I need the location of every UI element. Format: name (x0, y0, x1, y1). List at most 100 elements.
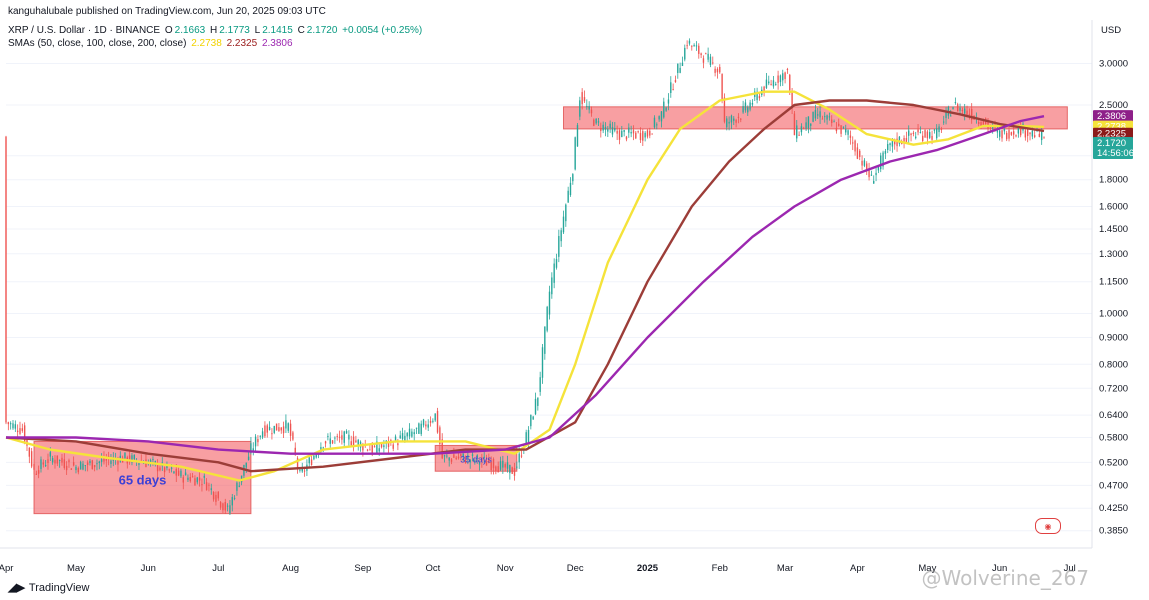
candle-body (674, 80, 677, 83)
candle-body (478, 462, 481, 465)
candle-body (399, 435, 401, 439)
high-label: H (210, 25, 218, 36)
y-tick-label: 1.8000 (1099, 175, 1128, 186)
candle-body (569, 182, 572, 195)
price-badge-label: 2.3806 (1097, 111, 1126, 122)
candle-body (212, 491, 215, 500)
candle-body (1008, 130, 1010, 139)
sma-legend[interactable]: SMAs (50, close, 100, close, 200, close)… (8, 38, 295, 49)
candle-body (702, 58, 705, 63)
candle-body (604, 126, 607, 130)
candle-body (800, 126, 803, 133)
candle-body (103, 457, 105, 462)
candle-body (866, 163, 868, 171)
candle-body (490, 461, 492, 470)
candle-body (651, 133, 653, 135)
candle-body (1001, 130, 1003, 139)
candle-body (868, 168, 870, 178)
candle-body (229, 505, 231, 514)
candle-body (961, 109, 964, 112)
candle-body (688, 40, 691, 44)
candle-body (341, 435, 343, 440)
candle-body (723, 97, 726, 122)
candle-body (784, 72, 786, 79)
time-axis[interactable]: Apr May Jun Jul Aug Sep Oct Nov Dec 2025 Feb Mar Apr… (0, 563, 1076, 574)
candle-body (159, 467, 161, 471)
candle-body (231, 497, 233, 506)
candle-body (217, 491, 219, 499)
candle-body (616, 130, 618, 134)
candle-body (5, 136, 7, 423)
candle-body (637, 131, 639, 133)
candle-body (998, 130, 1001, 137)
candle-body (63, 459, 66, 468)
candle-body (7, 422, 10, 425)
candle-body (406, 432, 408, 437)
candle-body (527, 430, 530, 442)
candle-body (957, 104, 959, 112)
candle-body (548, 291, 551, 315)
candle-body (922, 135, 924, 141)
price-axis[interactable]: 3.00002.50002.00001.80001.60001.45001.30… (1099, 58, 1128, 536)
candle-body (705, 53, 707, 55)
candle-body (714, 68, 716, 73)
candle-body (250, 443, 252, 453)
candle-body (525, 432, 527, 445)
zone-label: 65 days (119, 473, 167, 488)
low-label: L (254, 25, 261, 36)
tradingview-logo-icon: ◢▶ (8, 582, 25, 594)
candle-body (791, 91, 793, 109)
candle-body (835, 127, 838, 132)
candle-body (86, 462, 89, 465)
candle-body (826, 115, 828, 120)
y-tick-label: 0.5200 (1099, 457, 1128, 468)
candle-body (924, 130, 926, 138)
candle-body (77, 468, 80, 473)
price-badge (1093, 127, 1133, 140)
y-tick-label: 0.9000 (1099, 332, 1128, 343)
candle-body (978, 121, 980, 125)
candle-body (336, 436, 338, 438)
candle-body (280, 427, 282, 431)
candle-body (233, 497, 236, 499)
candle-body (14, 424, 17, 429)
candle-body (352, 436, 355, 447)
candle-body (553, 263, 555, 283)
x-tick-label: Feb (712, 563, 728, 574)
candle-body (751, 103, 754, 105)
candle-body (44, 465, 47, 467)
sma-label: SMAs (50, close, 100, close, 200, close) (8, 38, 187, 49)
zone-label: 35 days (460, 454, 492, 464)
candle-body (156, 463, 159, 472)
tradingview-brand[interactable]: ◢▶ TradingView (8, 581, 89, 595)
candle-body (530, 414, 532, 427)
candle-body (289, 423, 292, 436)
events-marker-icon[interactable]: ◉ (1035, 518, 1061, 534)
candle-body (665, 107, 667, 111)
candle-body (450, 459, 453, 462)
candle-body (247, 456, 250, 461)
candle-body (721, 74, 723, 100)
x-tick-label: Jun (141, 563, 156, 574)
candle-body (971, 108, 973, 120)
candle-body (128, 455, 131, 463)
candle-body (434, 413, 436, 421)
candle-body (518, 453, 520, 463)
candle-body (859, 150, 861, 157)
candle-body (623, 130, 625, 132)
publish-info: kanguhalubale published on TradingView.c… (8, 6, 326, 17)
candle-body (376, 441, 378, 453)
y-tick-label: 0.8000 (1099, 359, 1128, 370)
candle-body (266, 425, 268, 433)
candle-body (747, 107, 749, 113)
candle-body (348, 434, 350, 440)
candle-body (357, 439, 359, 445)
candle-body (712, 62, 714, 64)
ohlc-legend[interactable]: XRP / U.S. Dollar · 1D · BINANCE O 2.1663… (8, 25, 424, 36)
candle-body (691, 45, 693, 47)
candle-body (891, 138, 894, 147)
candle-body (593, 119, 595, 126)
candle-body (170, 467, 173, 469)
candle-body (75, 466, 77, 471)
